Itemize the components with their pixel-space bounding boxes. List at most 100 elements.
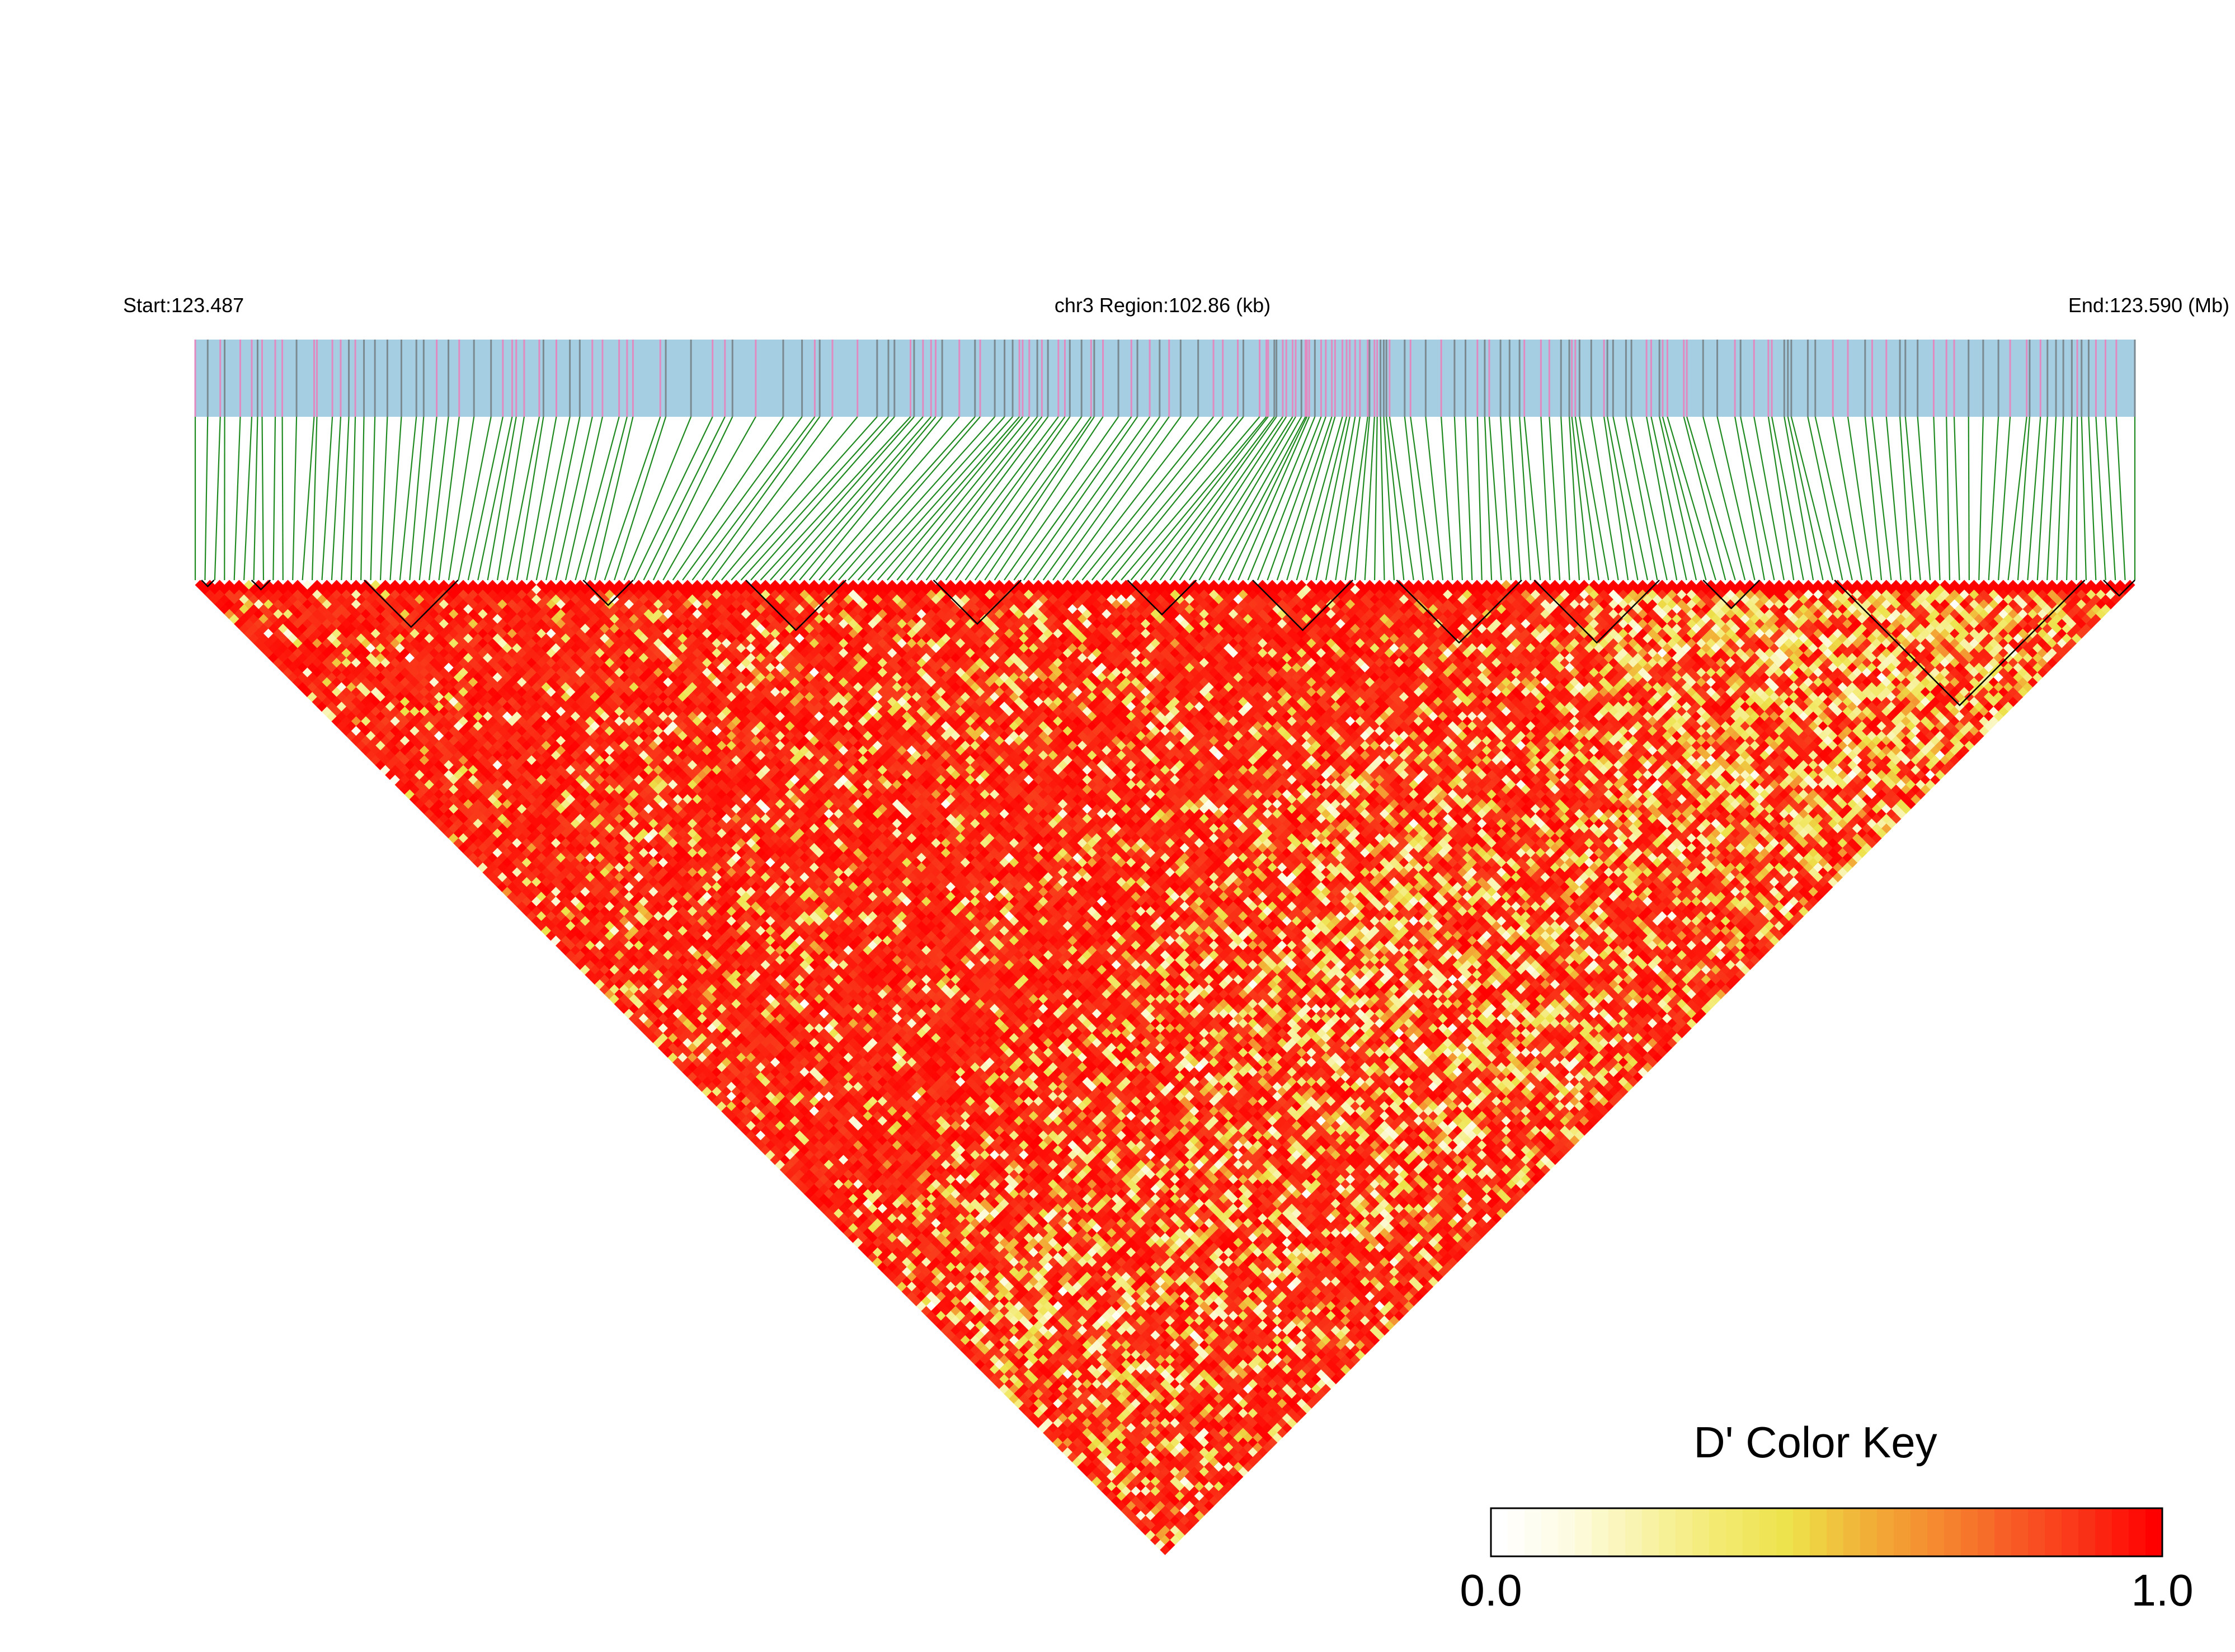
ld-cell [1696, 599, 1706, 610]
ld-cell [1754, 589, 1765, 600]
ld-cell [389, 589, 401, 600]
snp-connector [1386, 416, 1405, 581]
ld-cell [1657, 589, 1668, 600]
snp-connector [702, 416, 821, 581]
ld-cell [468, 599, 478, 610]
ld-cell [234, 580, 244, 590]
ld-cell [1569, 599, 1580, 610]
ld-cell [1744, 580, 1756, 590]
ld-cell [1052, 589, 1064, 600]
ld-cell [1481, 580, 1492, 590]
ld-cell [468, 589, 478, 600]
ld-cell [1433, 580, 1443, 590]
snp-connector [1159, 416, 1277, 581]
snp-connector [1004, 416, 1119, 581]
ld-cell [672, 609, 683, 620]
ld-cell [1179, 599, 1190, 610]
snp-connector [643, 416, 726, 581]
snp-connector [214, 416, 221, 581]
snp-connector [1988, 416, 1999, 581]
snp-connector [341, 416, 350, 581]
snp-connector [1574, 416, 1599, 581]
ld-cell [1686, 580, 1697, 590]
snp-connector [945, 416, 1066, 581]
snp-connector [1499, 416, 1512, 581]
ld-cell [1647, 589, 1658, 600]
snp-connector [1121, 416, 1260, 581]
ld-cell [1394, 589, 1404, 600]
ld-cell [672, 599, 683, 610]
ld-cell [1306, 589, 1317, 600]
ld-cell [497, 589, 508, 600]
ld-cell [1754, 599, 1765, 610]
ld-cell [545, 609, 557, 620]
ld-cell [1033, 580, 1044, 590]
ld-cell [1978, 599, 1989, 610]
ld-cell [487, 599, 498, 610]
ld-cell [1696, 580, 1706, 590]
ld-cell [682, 599, 693, 610]
snp-connector [1607, 416, 1639, 581]
ld-cell [1832, 599, 1843, 610]
ld-cell [1052, 580, 1064, 590]
snp-connector [770, 416, 915, 581]
ld-cell [243, 580, 255, 590]
ld-cell [1228, 589, 1239, 600]
ld-cell [1910, 599, 1921, 610]
snp-connector [1380, 416, 1385, 581]
ld-cell [2115, 580, 2126, 590]
snp-connector [1814, 416, 1853, 581]
ld-cell [1988, 589, 1999, 600]
ld-cell [711, 609, 722, 620]
ld-cell [1043, 580, 1053, 590]
ld-cell [224, 580, 235, 590]
snp-connector [1519, 416, 1531, 581]
ld-cell [380, 589, 390, 600]
ld-cell [1081, 599, 1093, 610]
ld-cell [2095, 580, 2106, 590]
ld-cell [292, 580, 303, 590]
ld-cell [1198, 580, 1210, 590]
ld-cell [1667, 599, 1677, 610]
ld-cell [2105, 589, 2116, 600]
ld-cell [1169, 580, 1180, 590]
snp-connector-lines [194, 416, 2136, 581]
ld-cell [1345, 580, 1356, 590]
ld-cell [1842, 580, 1853, 590]
ld-cell [1081, 580, 1093, 590]
snp-connector [399, 416, 417, 581]
snp-connector [584, 416, 628, 581]
ld-cell [360, 609, 371, 620]
ld-cell [1959, 580, 1970, 590]
snp-connector [1208, 416, 1302, 581]
ld-cell [682, 580, 693, 590]
ld-cell [458, 580, 469, 590]
ld-cell [1462, 589, 1472, 600]
ld-cell [429, 580, 440, 590]
snp-connector [691, 416, 816, 581]
ld-cell [1433, 589, 1443, 600]
snp-connector [750, 416, 895, 581]
ld-cell [351, 599, 361, 610]
snp-connector [1042, 416, 1160, 581]
ld-cell [731, 589, 742, 600]
snp-connector [1257, 416, 1322, 581]
ld-cell [1969, 589, 1979, 600]
ld-cell [711, 589, 722, 600]
ld-cell [439, 609, 449, 620]
ld-cell [731, 580, 742, 590]
ld-cell [1072, 580, 1083, 590]
snp-connector [204, 416, 209, 581]
ld-cell [1715, 580, 1726, 590]
ld-cell [1491, 589, 1502, 600]
snp-connector [877, 416, 1020, 581]
ld-cell [2008, 589, 2018, 600]
snp-connector [1667, 416, 1716, 581]
ld-cell [770, 609, 780, 620]
snp-connector [1740, 416, 1775, 581]
ld-cell [1179, 580, 1190, 590]
snp-connector [261, 416, 265, 581]
ld-cell [253, 609, 264, 620]
ld-cell [1091, 599, 1102, 610]
ld-cell [516, 599, 527, 610]
